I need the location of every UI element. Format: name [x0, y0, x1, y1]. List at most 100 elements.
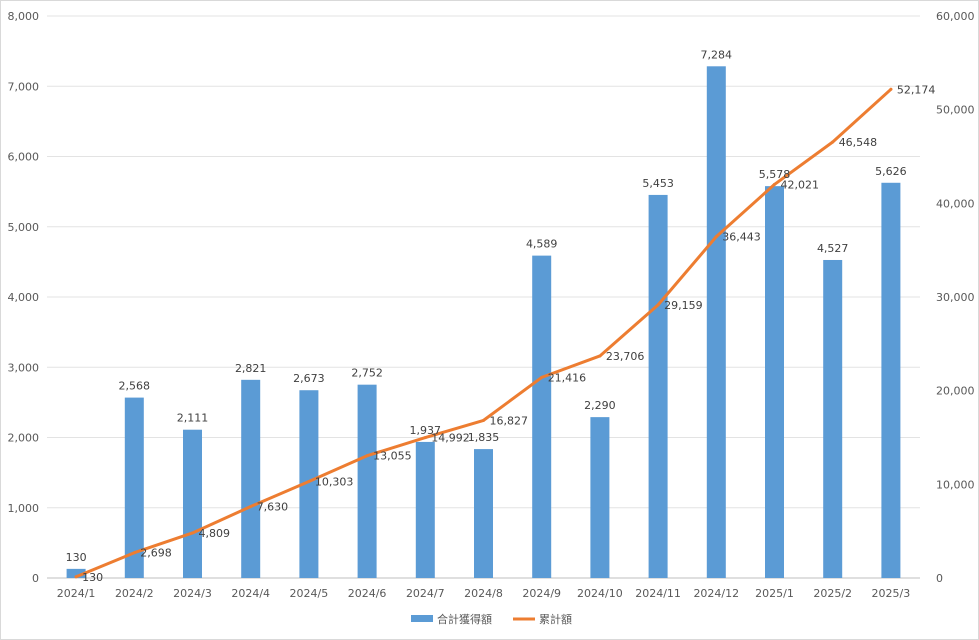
x-axis-tick-label: 2024/3 [173, 587, 212, 600]
bar-series-total [66, 66, 901, 579]
bar-data-label: 130 [66, 551, 87, 564]
line-point [831, 140, 835, 144]
bar-data-label: 5,626 [875, 165, 907, 178]
bar-data-label: 2,568 [119, 380, 151, 393]
line-point [423, 436, 427, 440]
line-data-label: 130 [82, 571, 103, 584]
line-data-label: 52,174 [897, 83, 936, 96]
x-axis-tick-label: 2024/6 [348, 587, 387, 600]
bar [299, 390, 319, 578]
line-data-label: 16,827 [490, 414, 529, 427]
left-axis-ticks: 0 1,000 2,000 3,000 4,000 5,000 6,000 7,000 8,00… [8, 10, 40, 585]
right-axis-tick-label: 40,000 [936, 197, 975, 210]
bar-data-label: 1,835 [468, 431, 500, 444]
right-axis-tick-label: 50,000 [936, 104, 975, 117]
bar-data-label: 4,589 [526, 238, 558, 251]
left-axis-tick-label: 7,000 [8, 80, 40, 93]
left-axis-tick-label: 2,000 [8, 432, 40, 445]
bar [765, 186, 784, 578]
left-axis-tick-label: 5,000 [8, 221, 40, 234]
line-data-label: 21,416 [548, 371, 587, 384]
bar-data-label: 4,527 [817, 242, 849, 255]
bar-data-label: 2,821 [235, 362, 267, 375]
line-data-label: 23,706 [606, 350, 645, 363]
legend-label-line: 累計額 [539, 612, 572, 626]
x-axis-tick-label: 2024/2 [115, 587, 154, 600]
right-axis-ticks: 0 10,000 20,000 30,000 40,000 50,000 60,000 [936, 10, 975, 585]
line-point [191, 531, 194, 535]
line-data-label: 36,443 [722, 231, 761, 244]
line-data-label: 14,992 [431, 432, 470, 445]
right-axis-tick-label: 0 [936, 572, 943, 585]
line-point [365, 454, 369, 458]
legend-label-bar: 合計獲得額 [437, 612, 492, 626]
bar-data-labels: 130 2,568 2,111 2,821 2,673 2,752 1,937 1,835 4,… [66, 48, 907, 564]
bar-data-label: 2,752 [351, 367, 383, 380]
bar-data-label: 5,578 [759, 168, 791, 181]
right-axis-tick-label: 10,000 [936, 478, 975, 491]
line-point [714, 235, 718, 239]
left-axis-tick-label: 3,000 [8, 361, 40, 374]
bar [474, 449, 493, 578]
legend-swatch-bar [411, 615, 433, 622]
line-point [132, 551, 136, 555]
bar [823, 259, 843, 578]
line-data-label: 42,021 [781, 178, 820, 191]
bar [124, 397, 144, 578]
bar-data-label: 2,673 [293, 372, 325, 385]
bar [66, 568, 86, 578]
bar-data-label: 7,284 [701, 48, 733, 61]
line-data-label: 46,548 [839, 136, 878, 149]
right-axis-tick-label: 20,000 [936, 385, 975, 398]
x-axis-tick-label: 2024/11 [635, 587, 681, 600]
line-point [889, 87, 893, 91]
bar-data-label: 5,453 [642, 177, 674, 190]
line-point [598, 354, 602, 358]
line-data-label: 4,809 [199, 527, 231, 540]
bar [706, 66, 726, 578]
x-axis-tick-label: 2024/10 [577, 587, 623, 600]
x-axis-tick-label: 2024/4 [231, 587, 270, 600]
right-axis-tick-label: 60,000 [936, 10, 975, 23]
x-axis-tick-label: 2024/7 [406, 587, 445, 600]
x-axis-tick-label: 2024/5 [290, 587, 329, 600]
bar [881, 182, 901, 578]
bar-data-label: 2,290 [584, 399, 616, 412]
bar [590, 417, 610, 578]
x-axis-tick-label: 2024/12 [693, 587, 739, 600]
x-axis-tick-label: 2025/1 [755, 587, 794, 600]
bar [183, 429, 202, 578]
line-point [249, 505, 253, 509]
left-axis-tick-label: 4,000 [8, 291, 40, 304]
line-data-label: 7,630 [257, 501, 289, 514]
line-point [656, 303, 660, 307]
line-point [540, 375, 544, 379]
bar [648, 194, 668, 578]
line-series-cumulative [74, 87, 893, 579]
line-point [74, 575, 78, 579]
bar-data-label: 1,937 [410, 424, 442, 437]
bar [532, 255, 552, 579]
line-data-label: 13,055 [373, 450, 412, 463]
line-data-label: 2,698 [140, 547, 172, 560]
line-point [773, 182, 776, 186]
bar [415, 441, 435, 578]
right-axis-tick-label: 30,000 [936, 291, 975, 304]
left-axis-tick-label: 8,000 [8, 10, 40, 23]
line-point [482, 418, 485, 422]
line-data-label: 10,303 [315, 475, 354, 488]
line-data-label: 29,159 [664, 299, 703, 312]
left-axis-tick-label: 1,000 [8, 502, 40, 515]
left-axis-tick-label: 0 [32, 572, 39, 585]
x-axis-tick-label: 2025/2 [813, 587, 852, 600]
bar [241, 379, 261, 578]
x-axis-tick-label: 2024/8 [464, 587, 503, 600]
bar-data-label: 2,111 [177, 412, 209, 425]
x-axis-tick-label: 2025/3 [872, 587, 911, 600]
left-axis-tick-label: 6,000 [8, 151, 40, 164]
bar [357, 384, 377, 578]
x-axis-tick-label: 2024/1 [57, 587, 96, 600]
x-axis-ticks: 2024/1 2024/2 2024/3 2024/4 2024/5 2024/6 2024… [57, 587, 911, 600]
